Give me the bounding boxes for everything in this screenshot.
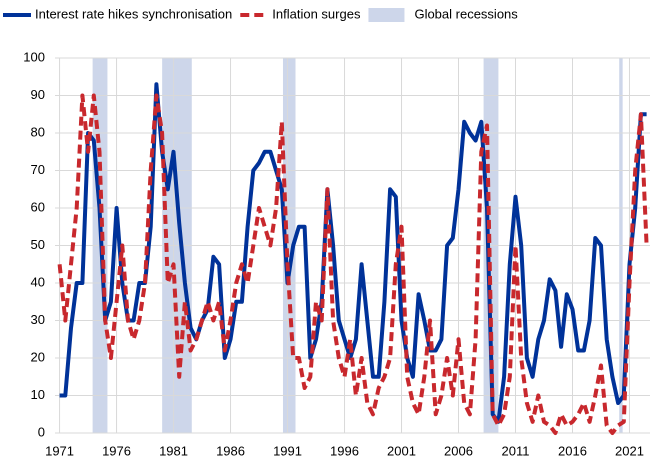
y-tick-label: 90 — [31, 87, 45, 102]
y-tick-label: 60 — [31, 199, 45, 214]
y-tick-label: 70 — [31, 162, 45, 177]
legend: Interest rate hikes synchronisation Infla… — [3, 6, 518, 22]
y-tick-label: 20 — [31, 349, 45, 364]
y-tick-label: 0 — [38, 424, 45, 439]
x-tick-label: 1986 — [216, 443, 245, 458]
y-tick-label: 100 — [23, 49, 45, 64]
x-tick-label: 1996 — [330, 443, 359, 458]
y-tick-label: 80 — [31, 124, 45, 139]
y-tick-label: 30 — [31, 312, 45, 327]
legend-label: Global recessions — [414, 6, 518, 21]
y-tick-label: 40 — [31, 274, 45, 289]
y-tick-label: 10 — [31, 387, 45, 402]
legend-swatch — [368, 8, 405, 22]
legend-label: Inflation surges — [272, 6, 361, 21]
x-tick-label: 2016 — [558, 443, 587, 458]
x-tick-label: 2006 — [444, 443, 473, 458]
x-tick-label: 2021 — [615, 443, 644, 458]
legend-label: Interest rate hikes synchronisation — [35, 6, 232, 21]
series-line — [57, 93, 649, 435]
x-tick-label: 2011 — [502, 443, 530, 458]
x-tick-label: 1976 — [102, 443, 131, 458]
x-tick-label: 1981 — [159, 443, 188, 458]
x-tick-label: 2001 — [387, 443, 416, 458]
x-tick-label: 1991 — [273, 443, 302, 458]
x-tick-label: 1971 — [45, 443, 74, 458]
y-tick-label: 50 — [31, 237, 45, 252]
